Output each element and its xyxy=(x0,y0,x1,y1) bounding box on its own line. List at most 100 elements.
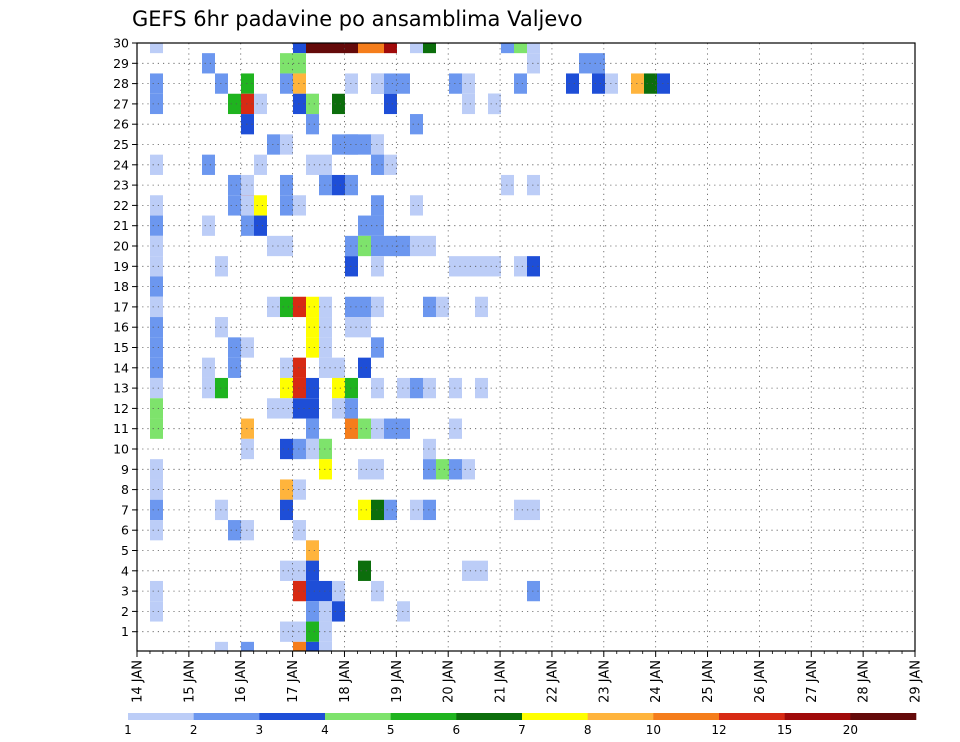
colorbar-label: 10 xyxy=(646,723,661,737)
heatmap-cell xyxy=(293,357,306,378)
heatmap-cell xyxy=(306,540,319,561)
y-tick-label: 1 xyxy=(121,624,129,639)
heatmap-cell xyxy=(631,73,644,94)
heatmap-cell xyxy=(202,215,215,236)
x-tick-label: 14 JAN xyxy=(131,660,146,703)
heatmap-cell xyxy=(384,73,397,94)
y-tick-label: 15 xyxy=(113,340,129,355)
heatmap-cell xyxy=(605,73,618,94)
heatmap-cell xyxy=(150,580,163,602)
colorbar-segment xyxy=(653,713,720,720)
heatmap-cell xyxy=(371,73,384,94)
heatmap-cell xyxy=(319,317,332,338)
heatmap-cell xyxy=(501,43,514,54)
heatmap-cell xyxy=(293,195,306,216)
heatmap-cell xyxy=(345,256,358,277)
heatmap-cell xyxy=(241,418,254,439)
heatmap-cell xyxy=(527,174,540,196)
heatmap-cell xyxy=(423,459,436,480)
heatmap-cell xyxy=(475,377,488,399)
y-tick-label: 20 xyxy=(113,239,129,254)
heatmap-cell xyxy=(306,560,319,581)
heatmap-cell xyxy=(358,560,371,581)
heatmap-cell xyxy=(150,154,163,175)
heatmap-cell xyxy=(449,256,462,277)
heatmap-cell xyxy=(280,195,293,216)
heatmap-cell xyxy=(410,114,423,135)
heatmap-cell xyxy=(371,195,384,216)
heatmap-cell xyxy=(150,418,163,439)
heatmap-cell xyxy=(384,43,397,54)
y-tick-label: 22 xyxy=(113,198,129,213)
y-tick-label: 12 xyxy=(113,401,129,416)
heatmap-cell xyxy=(358,134,371,155)
heatmap-cell xyxy=(293,93,306,115)
heatmap-cell xyxy=(475,296,488,318)
heatmap-cell xyxy=(150,357,163,378)
heatmap-cell xyxy=(423,438,436,460)
colorbar-segment xyxy=(456,713,523,720)
heatmap-cell xyxy=(319,43,332,54)
heatmap-cell xyxy=(397,601,410,622)
y-tick-label: 21 xyxy=(113,218,129,233)
colorbar-label: 4 xyxy=(321,723,329,737)
heatmap-cell xyxy=(241,641,254,651)
heatmap-cell xyxy=(150,93,163,115)
heatmap-cell xyxy=(202,53,215,74)
heatmap-cell xyxy=(150,601,163,622)
heatmap-cell xyxy=(150,337,163,358)
colorbar-label: 7 xyxy=(518,723,526,737)
heatmap-cell xyxy=(397,377,410,399)
y-tick-label: 7 xyxy=(121,502,129,517)
y-tick-label: 9 xyxy=(121,462,129,477)
heatmap-cell xyxy=(241,195,254,216)
heatmap-cell xyxy=(215,73,228,94)
heatmap-cell xyxy=(436,459,449,480)
x-tick-label: 22 JAN xyxy=(545,660,560,703)
heatmap-cell xyxy=(280,438,293,460)
heatmap-cell xyxy=(306,580,319,602)
heatmap-cell xyxy=(397,418,410,439)
heatmap-cell xyxy=(345,418,358,439)
y-tick-label: 17 xyxy=(113,299,129,314)
heatmap-cell xyxy=(150,520,163,541)
heatmap-cell xyxy=(306,377,319,399)
heatmap-cell xyxy=(280,357,293,378)
heatmap-cell xyxy=(358,43,371,54)
heatmap-cell xyxy=(241,93,254,115)
heatmap-cell xyxy=(319,296,332,318)
heatmap-cell xyxy=(332,580,345,602)
heatmap-cell xyxy=(527,580,540,602)
heatmap-cell xyxy=(384,154,397,175)
heatmap-cell xyxy=(410,499,423,521)
heatmap-cell xyxy=(306,438,319,460)
heatmap-cell xyxy=(579,53,592,74)
heatmap-cell xyxy=(371,154,384,175)
y-tick-label: 11 xyxy=(113,421,129,436)
heatmap-cell xyxy=(267,398,280,419)
heatmap-cell xyxy=(306,601,319,622)
y-tick-label: 27 xyxy=(113,96,129,111)
heatmap-cell xyxy=(241,337,254,358)
heatmap-cell xyxy=(397,73,410,94)
y-tick-label: 5 xyxy=(121,543,129,558)
heatmap-cell xyxy=(280,621,293,642)
heatmap-cell xyxy=(423,43,436,54)
heatmap-cell xyxy=(280,377,293,399)
x-tick-label: 19 JAN xyxy=(390,660,405,703)
colorbar-segment xyxy=(128,713,194,720)
x-tick-label: 26 JAN xyxy=(753,660,768,703)
heatmap-cell xyxy=(358,357,371,378)
heatmap-cell xyxy=(241,73,254,94)
heatmap-cell xyxy=(462,93,475,115)
heatmap-cell xyxy=(423,377,436,399)
heatmap-cell xyxy=(293,53,306,74)
x-tick-label: 16 JAN xyxy=(234,660,249,703)
heatmap-cell xyxy=(332,93,345,115)
heatmap-cell xyxy=(150,398,163,419)
colorbar-segment xyxy=(587,713,654,720)
colorbar-label: 15 xyxy=(777,723,792,737)
heatmap-cell xyxy=(592,53,605,74)
heatmap-cell xyxy=(280,53,293,74)
y-tick-label: 2 xyxy=(121,604,129,619)
